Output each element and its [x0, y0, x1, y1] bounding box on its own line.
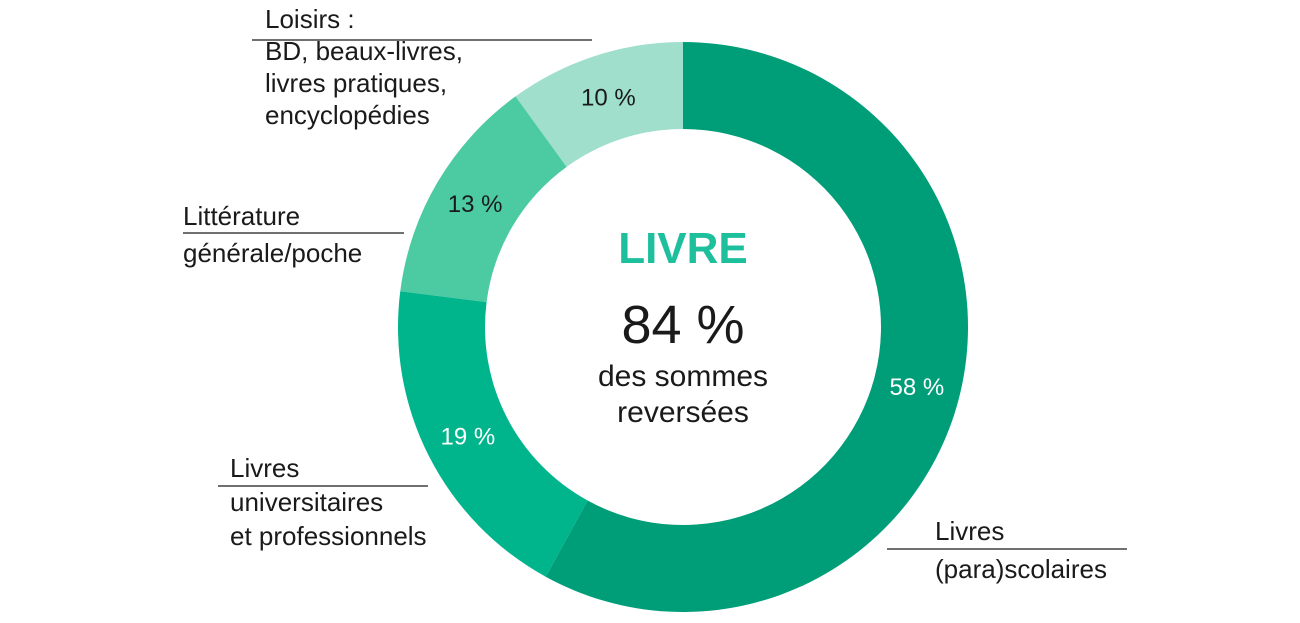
category-label: livres pratiques,	[265, 68, 447, 98]
center-caption: reversées	[617, 396, 749, 429]
category-label: encyclopédies	[265, 100, 430, 130]
category-label: Livres	[230, 453, 299, 483]
slice	[398, 291, 588, 577]
value-label: 58 %	[890, 374, 945, 401]
category-label: générale/poche	[183, 238, 362, 268]
center-caption: des sommes	[598, 360, 768, 393]
category-label: universitaires	[230, 487, 383, 517]
slice	[400, 96, 567, 303]
center-value: 84 %	[621, 295, 744, 355]
category-label: Littérature	[183, 201, 300, 231]
slice	[515, 42, 683, 167]
value-label: 19 %	[440, 424, 495, 451]
category-label: BD, beaux-livres,	[265, 36, 463, 66]
category-label: et professionnels	[230, 521, 427, 551]
value-label: 13 %	[448, 191, 503, 218]
center-title: LIVRE	[618, 224, 748, 273]
category-label: Loisirs :	[265, 4, 355, 34]
category-label: (para)scolaires	[935, 554, 1107, 584]
value-label: 10 %	[581, 84, 636, 111]
slice	[545, 42, 969, 612]
category-label: Livres	[935, 516, 1004, 546]
